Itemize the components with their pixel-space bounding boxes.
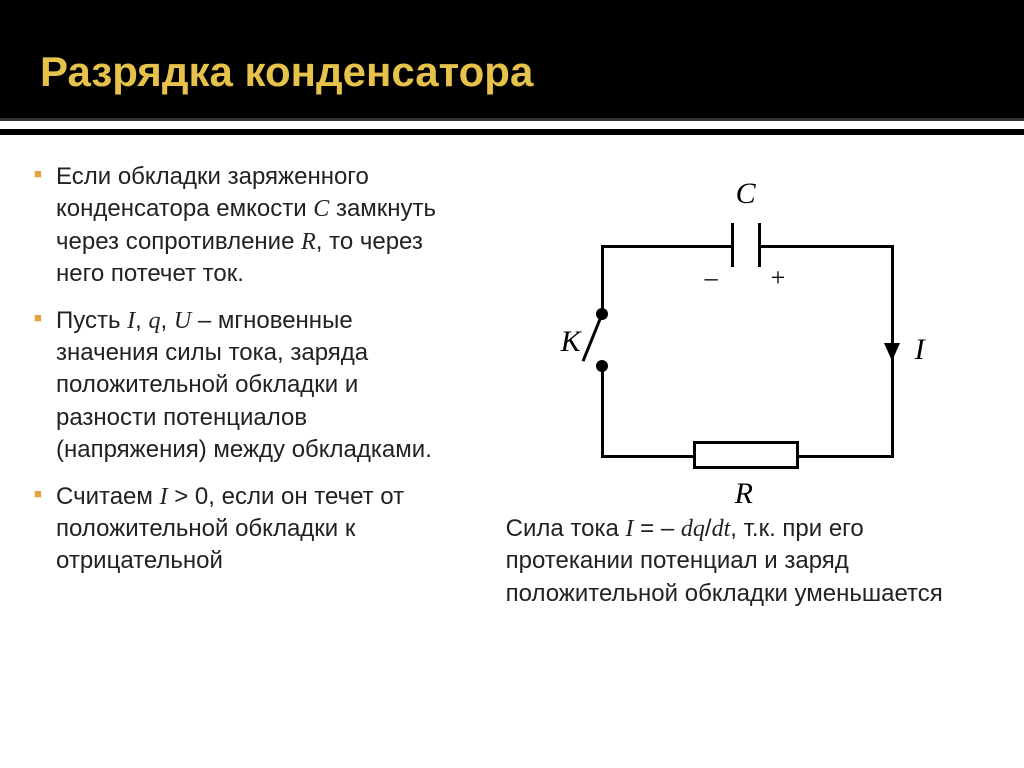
wire-left-bottom	[601, 365, 604, 458]
switch-node-bottom	[596, 360, 608, 372]
content-area: Если обкладки заряженного конденсатора е…	[0, 135, 1024, 768]
wire-bottom-left	[601, 455, 693, 458]
bullet-list: Если обкладки заряженного конденсатора е…	[30, 161, 457, 578]
diagram-caption: Сила тока I = – dq/dt, т.к. при его прот…	[506, 513, 966, 610]
wire-top-right	[761, 245, 894, 248]
wire-top-left	[601, 245, 731, 248]
cap-plate-left	[731, 223, 734, 267]
cap-plate-right	[758, 223, 761, 267]
bullet-item: Если обкладки заряженного конденсатора е…	[30, 161, 457, 291]
label-C: C	[736, 177, 756, 211]
stripe-gap	[0, 121, 1024, 129]
switch-lever	[581, 312, 603, 361]
right-column: C – + K I	[477, 161, 994, 748]
wire-bottom-right	[799, 455, 894, 458]
slide-title: Разрядка конденсатора	[40, 48, 984, 96]
label-R: R	[735, 477, 753, 511]
wire-left-top	[601, 245, 604, 313]
bullet-item: Пусть I, q, U – мгновенные значения силы…	[30, 305, 457, 467]
circuit-diagram: C – + K I	[521, 165, 951, 505]
label-minus: –	[705, 263, 718, 293]
label-plus: +	[771, 263, 786, 293]
bullet-item: Считаем I > 0, если он течет от положите…	[30, 481, 457, 578]
slide: Разрядка конденсатора Если обкладки заря…	[0, 0, 1024, 768]
label-I: I	[915, 333, 925, 367]
left-column: Если обкладки заряженного конденсатора е…	[30, 161, 457, 748]
resistor-box	[693, 441, 799, 469]
title-bar: Разрядка конденсатора	[0, 6, 1024, 121]
label-K: K	[561, 325, 581, 359]
current-arrow	[884, 343, 900, 361]
